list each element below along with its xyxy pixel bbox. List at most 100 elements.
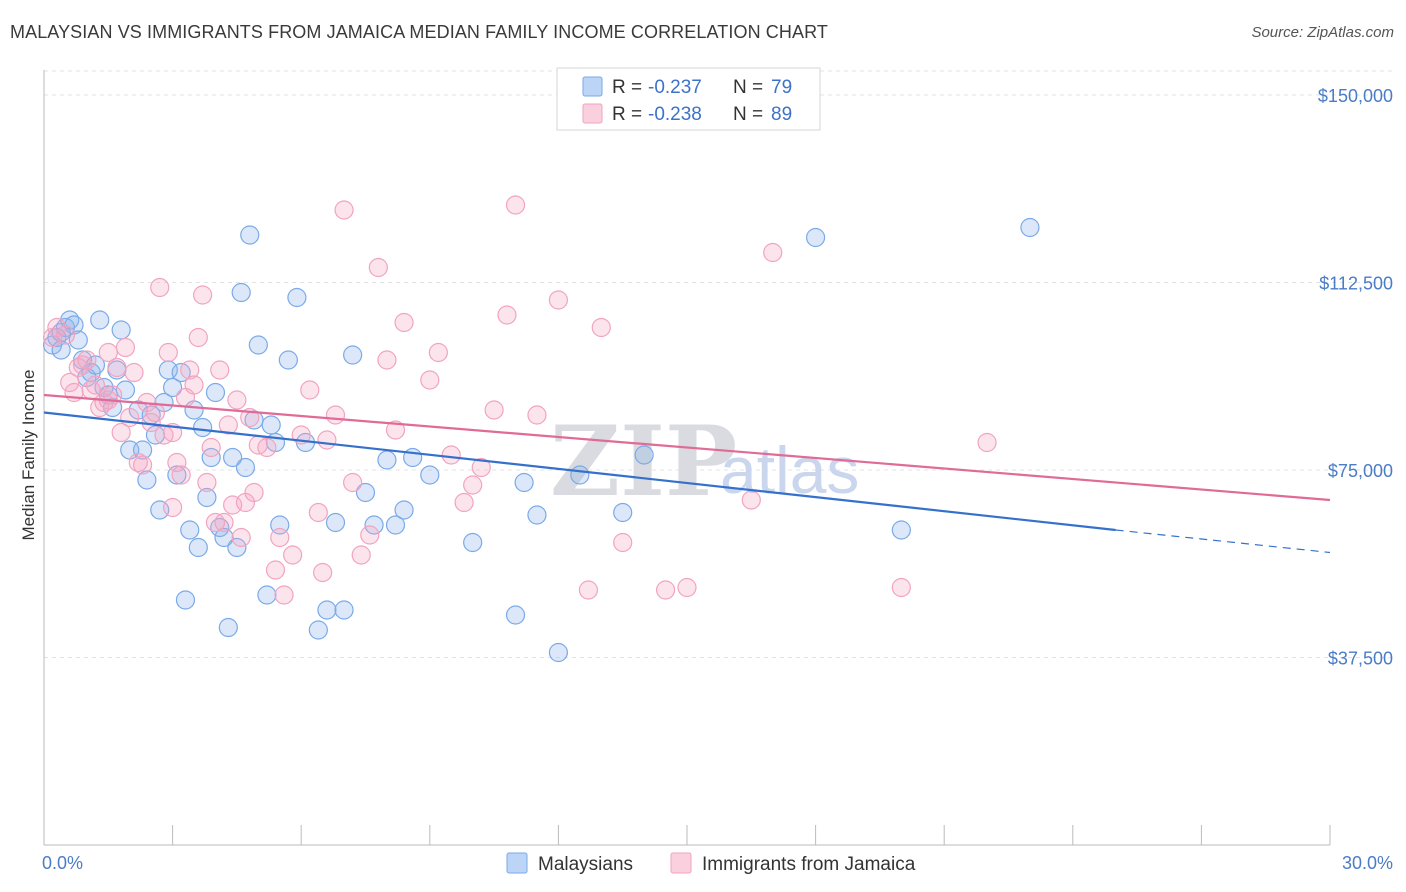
bottom-legend-jamaica: Immigrants from Jamaica bbox=[702, 854, 916, 875]
source-credit: Source: ZipAtlas.com bbox=[1251, 24, 1394, 41]
point-1-57 bbox=[325, 405, 346, 425]
legend-n-label-0: N = bbox=[733, 77, 763, 98]
point-1-82 bbox=[977, 432, 997, 453]
point-1-88 bbox=[454, 492, 474, 513]
point-1-48 bbox=[257, 437, 277, 458]
point-1-35 bbox=[197, 472, 217, 493]
point-0-7 bbox=[68, 330, 88, 350]
point-0-77 bbox=[1020, 217, 1040, 238]
point-0-42 bbox=[223, 447, 243, 468]
point-0-70 bbox=[514, 472, 534, 493]
point-1-33 bbox=[188, 327, 208, 348]
point-0-75 bbox=[805, 227, 826, 248]
point-0-37 bbox=[201, 447, 221, 468]
point-0-18 bbox=[115, 380, 136, 400]
point-1-38 bbox=[210, 360, 230, 380]
point-0-74 bbox=[613, 502, 633, 523]
watermark-atlas: atlas bbox=[720, 433, 859, 507]
y-tick-label-3: $150,000 bbox=[1318, 86, 1393, 106]
point-1-34 bbox=[193, 285, 213, 305]
legend-swatch-malaysians bbox=[582, 76, 603, 97]
point-1-70 bbox=[484, 400, 504, 420]
x-tick-labels: 0.0% 30.0% bbox=[42, 853, 1393, 873]
point-1-65 bbox=[394, 312, 414, 333]
point-1-69 bbox=[463, 475, 483, 495]
point-1-28 bbox=[167, 452, 187, 473]
point-0-78 bbox=[634, 445, 654, 465]
point-0-69 bbox=[505, 605, 526, 625]
point-0-71 bbox=[527, 505, 547, 525]
point-1-74 bbox=[548, 290, 569, 310]
series-malaysians-points bbox=[42, 217, 1040, 663]
point-1-32 bbox=[184, 375, 204, 395]
point-0-36 bbox=[197, 487, 217, 508]
point-1-27 bbox=[163, 497, 183, 518]
trend-line-jamaica bbox=[43, 393, 1331, 502]
point-0-46 bbox=[240, 225, 260, 245]
point-1-54 bbox=[300, 380, 320, 400]
legend-r-label-1: R = bbox=[612, 104, 642, 125]
point-1-52 bbox=[283, 545, 303, 565]
point-1-77 bbox=[655, 580, 676, 600]
point-0-73 bbox=[570, 465, 590, 485]
point-1-24 bbox=[150, 277, 170, 298]
point-0-50 bbox=[261, 415, 281, 435]
chart-title: MALAYSIAN VS IMMIGRANTS FROM JAMAICA MED… bbox=[10, 22, 828, 42]
point-1-39 bbox=[214, 512, 234, 533]
point-1-16 bbox=[115, 337, 136, 358]
point-1-49 bbox=[265, 560, 286, 580]
point-0-38 bbox=[205, 382, 226, 403]
point-0-22 bbox=[137, 470, 157, 490]
point-1-17 bbox=[120, 407, 140, 428]
point-1-75 bbox=[591, 317, 611, 338]
x-tick-label-0: 0.0% bbox=[42, 853, 83, 873]
point-0-35 bbox=[193, 417, 213, 438]
grid-lines bbox=[44, 70, 1394, 658]
x-tick-label-1: 30.0% bbox=[1342, 853, 1393, 873]
point-1-51 bbox=[274, 585, 294, 605]
y-tick-label-2: $112,500 bbox=[1319, 274, 1393, 294]
point-0-61 bbox=[355, 482, 376, 503]
point-0-72 bbox=[548, 642, 569, 663]
legend-r-label-0: R = bbox=[612, 77, 642, 98]
bottom-legend: Malaysians Immigrants from Jamaica bbox=[506, 852, 916, 875]
point-0-48 bbox=[248, 335, 268, 355]
point-1-58 bbox=[334, 200, 354, 220]
point-0-59 bbox=[334, 600, 354, 620]
point-1-80 bbox=[763, 242, 783, 263]
point-1-68 bbox=[441, 445, 461, 465]
bottom-legend-swatch-jamaica bbox=[670, 852, 692, 874]
point-1-2 bbox=[55, 325, 76, 345]
point-1-85 bbox=[98, 342, 118, 363]
point-0-34 bbox=[188, 537, 208, 558]
point-0-60 bbox=[343, 345, 363, 365]
point-1-81 bbox=[891, 577, 911, 598]
point-0-56 bbox=[308, 620, 328, 640]
point-0-44 bbox=[231, 282, 251, 303]
point-1-56 bbox=[317, 430, 337, 450]
point-0-68 bbox=[463, 532, 483, 553]
point-1-60 bbox=[351, 545, 371, 565]
point-1-78 bbox=[677, 577, 697, 598]
point-0-76 bbox=[891, 520, 911, 540]
bottom-legend-swatch-malaysians bbox=[506, 852, 528, 874]
legend-box: R = -0.237 N = 79 R = -0.238 N = 89 bbox=[556, 67, 821, 131]
bottom-legend-malaysians: Malaysians bbox=[538, 854, 633, 875]
y-tick-label-1: $75,000 bbox=[1328, 461, 1393, 481]
point-1-15 bbox=[111, 422, 131, 443]
point-1-67 bbox=[428, 342, 448, 363]
y-tick-labels: $37,500 $75,000 $112,500 $150,000 bbox=[1318, 86, 1393, 669]
legend-n-value-0: 79 bbox=[771, 77, 792, 98]
point-1-36 bbox=[201, 437, 221, 458]
point-0-54 bbox=[287, 287, 307, 308]
point-0-41 bbox=[218, 617, 238, 638]
point-1-61 bbox=[360, 525, 380, 545]
legend-r-value-1: -0.238 bbox=[648, 104, 702, 125]
point-1-79 bbox=[741, 490, 761, 510]
point-0-62 bbox=[364, 515, 384, 535]
point-0-17 bbox=[111, 320, 131, 340]
point-0-49 bbox=[257, 585, 277, 605]
point-1-64 bbox=[385, 420, 406, 440]
point-0-32 bbox=[180, 520, 200, 540]
